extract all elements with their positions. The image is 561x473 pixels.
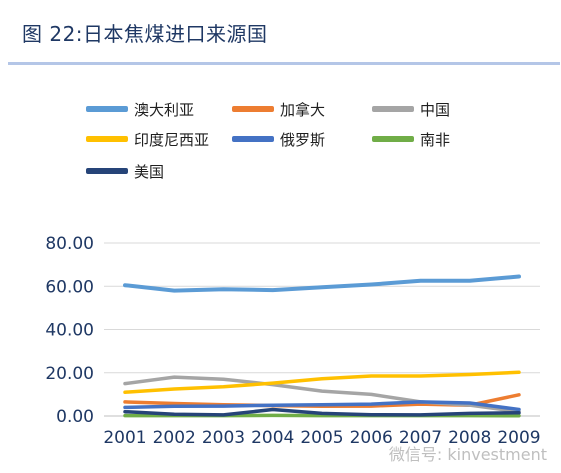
legend-swatch-russia [232, 136, 274, 142]
legend-item-china: 中国 [372, 98, 450, 120]
y-tick-label: 60.00 [45, 277, 94, 297]
x-tick-label: 2007 [399, 428, 442, 448]
legend-swatch-canada [232, 106, 274, 112]
y-tick-label: 40.00 [45, 321, 94, 341]
chart-title: 图 22:日本焦煤进口来源国 [22, 22, 268, 46]
series-line [123, 400, 521, 412]
legend-label-australia: 澳大利亚 [134, 100, 195, 119]
legend-item-russia: 俄罗斯 [232, 128, 325, 150]
legend-item-usa: 美国 [86, 160, 164, 182]
chart-legend: 澳大利亚 加拿大 中国 印度尼西亚 俄罗斯 南非 美国 [0, 0, 561, 200]
legend-item-australia: 澳大利亚 [86, 98, 194, 120]
x-tick-label: 2002 [153, 428, 196, 448]
legend-swatch-indonesia [86, 136, 128, 142]
legend-item-south-africa: 南非 [372, 128, 450, 150]
legend-label-usa: 美国 [134, 162, 165, 181]
legend-label-canada: 加拿大 [280, 100, 326, 119]
series-line [123, 274, 521, 293]
legend-label-indonesia: 印度尼西亚 [134, 130, 210, 149]
x-tick-label: 2003 [202, 428, 245, 448]
x-tick-label: 2005 [300, 428, 343, 448]
legend-swatch-south-africa [372, 136, 414, 142]
title-divider [8, 62, 560, 65]
y-tick-label: 20.00 [45, 364, 94, 384]
series-line [123, 370, 521, 394]
x-tick-label: 2008 [448, 428, 491, 448]
legend-label-south-africa: 南非 [420, 130, 451, 149]
legend-label-russia: 俄罗斯 [280, 130, 326, 149]
x-tick-label: 2006 [350, 428, 393, 448]
legend-item-indonesia: 印度尼西亚 [86, 128, 209, 150]
legend-label-china: 中国 [420, 100, 451, 119]
y-tick-label: 0.00 [56, 407, 94, 427]
legend-item-canada: 加拿大 [232, 98, 325, 120]
watermark-text: 微信号: kinvestment [388, 445, 547, 464]
series-line [123, 407, 521, 417]
x-tick-label: 2001 [103, 428, 146, 448]
legend-swatch-china [372, 106, 414, 112]
y-tick-label: 80.00 [45, 234, 94, 254]
x-tick-label: 2004 [251, 428, 294, 448]
legend-swatch-usa [86, 168, 128, 174]
x-tick-label: 2009 [497, 428, 540, 448]
legend-swatch-australia [86, 106, 128, 112]
